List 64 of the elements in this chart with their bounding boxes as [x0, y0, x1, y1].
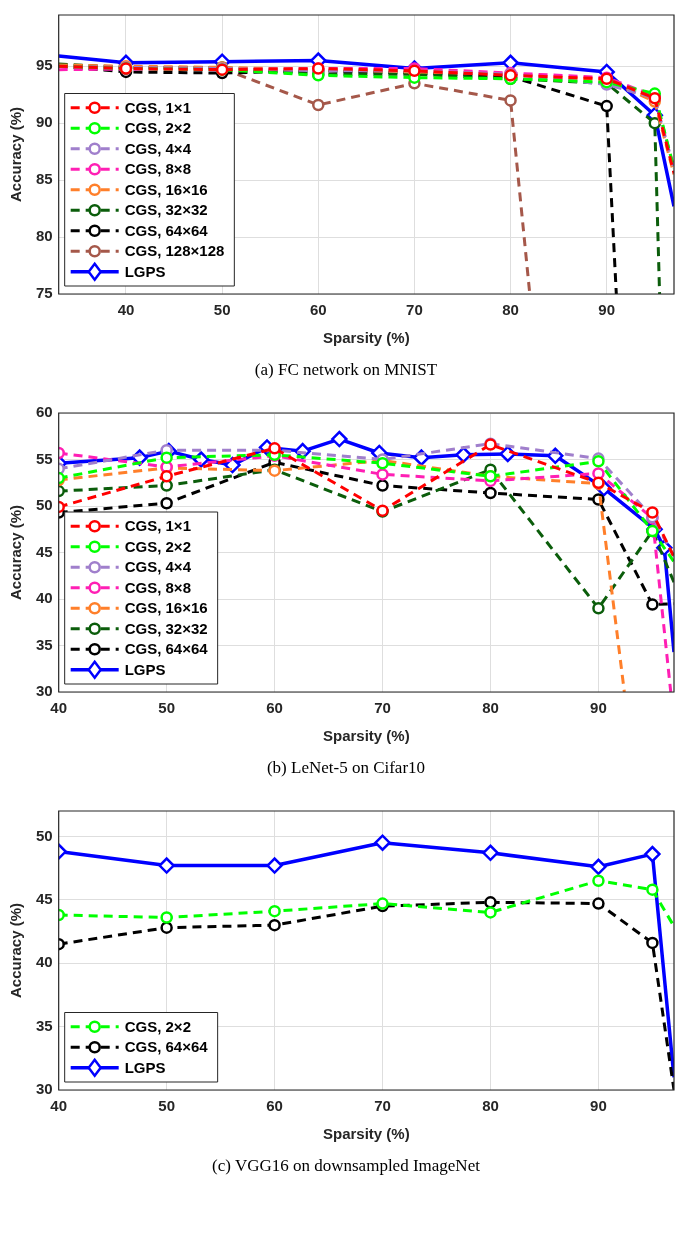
y-axis-title: Accuracy (%) — [7, 902, 25, 999]
legend-label: CGS, 64×64 — [124, 640, 209, 658]
x-tick-label: 70 — [406, 301, 423, 319]
x-tick-label: 40 — [50, 1097, 68, 1115]
text: (a) FC network on MNIST — [253, 360, 439, 380]
y-axis-title: Accuracy (%) — [7, 106, 25, 203]
legend-label: LGPS — [124, 660, 166, 678]
y-tick-label: 35 — [36, 635, 53, 653]
y-tick-label: 50 — [36, 826, 53, 844]
x-axis-title: Sparsity (%) — [322, 727, 410, 745]
legend-label: CGS, 8×8 — [124, 578, 191, 596]
legend-label: LGPS — [124, 1058, 166, 1076]
x-tick-label: 50 — [158, 699, 175, 717]
text: (c) VGG16 on downsampled ImageNet — [211, 1156, 481, 1176]
legend-label: CGS, 1×1 — [124, 517, 191, 535]
y-tick-label: 75 — [36, 284, 53, 302]
y-tick-label: 40 — [36, 953, 53, 971]
y-tick-label: 40 — [36, 589, 53, 607]
legend-label: CGS, 16×16 — [124, 599, 208, 617]
y-tick-label: 35 — [36, 1016, 53, 1034]
x-axis-title: Sparsity (%) — [322, 1125, 410, 1143]
x-axis-title: Sparsity (%) — [322, 329, 410, 347]
legend-label: CGS, 64×64 — [124, 1038, 209, 1056]
legend-label: CGS, 2×2 — [124, 119, 191, 137]
legend-label: CGS, 2×2 — [124, 1017, 191, 1035]
legend-label: CGS, 8×8 — [124, 160, 191, 178]
y-tick-label: 90 — [36, 113, 53, 131]
y-tick-label: 60 — [36, 403, 53, 421]
y-tick-label: 55 — [36, 449, 53, 467]
y-tick-label: 45 — [36, 889, 53, 907]
x-tick-label: 70 — [374, 1097, 391, 1115]
legend-label: CGS, 2×2 — [124, 537, 191, 555]
x-tick-label: 80 — [482, 699, 499, 717]
x-tick-label: 80 — [482, 1097, 499, 1115]
y-tick-label: 50 — [36, 496, 53, 514]
legend-label: LGPS — [124, 262, 166, 280]
legend-label: CGS, 4×4 — [124, 139, 192, 157]
x-tick-label: 40 — [50, 699, 68, 717]
legend-label: CGS, 1×1 — [124, 98, 191, 116]
x-tick-label: 60 — [266, 699, 283, 717]
y-tick-label: 80 — [36, 227, 53, 245]
y-tick-label: 45 — [36, 542, 53, 560]
x-tick-label: 60 — [266, 1097, 283, 1115]
x-tick-label: 60 — [309, 301, 327, 319]
x-tick-label: 80 — [502, 301, 519, 319]
legend-label: CGS, 32×32 — [124, 619, 208, 637]
text: (b) LeNet-5 on Cifar10 — [265, 758, 427, 778]
legend-label: CGS, 4×4 — [124, 558, 192, 576]
x-tick-label: 90 — [590, 1097, 607, 1115]
y-axis-title: Accuracy (%) — [7, 504, 25, 601]
x-tick-label: 90 — [598, 301, 616, 319]
x-tick-label: 40 — [117, 301, 135, 319]
y-tick-label: 95 — [36, 56, 53, 74]
y-tick-label: 30 — [36, 682, 53, 700]
x-tick-label: 50 — [158, 1097, 175, 1115]
y-tick-label: 30 — [36, 1080, 53, 1098]
legend-label: CGS, 128×128 — [124, 242, 225, 260]
x-tick-label: 70 — [374, 699, 391, 717]
x-tick-label: 50 — [213, 301, 231, 319]
x-tick-label: 90 — [590, 699, 607, 717]
legend-label: CGS, 32×32 — [124, 201, 208, 219]
legend-label: CGS, 64×64 — [124, 221, 209, 239]
y-tick-label: 85 — [36, 170, 53, 188]
legend-label: CGS, 16×16 — [124, 180, 208, 198]
